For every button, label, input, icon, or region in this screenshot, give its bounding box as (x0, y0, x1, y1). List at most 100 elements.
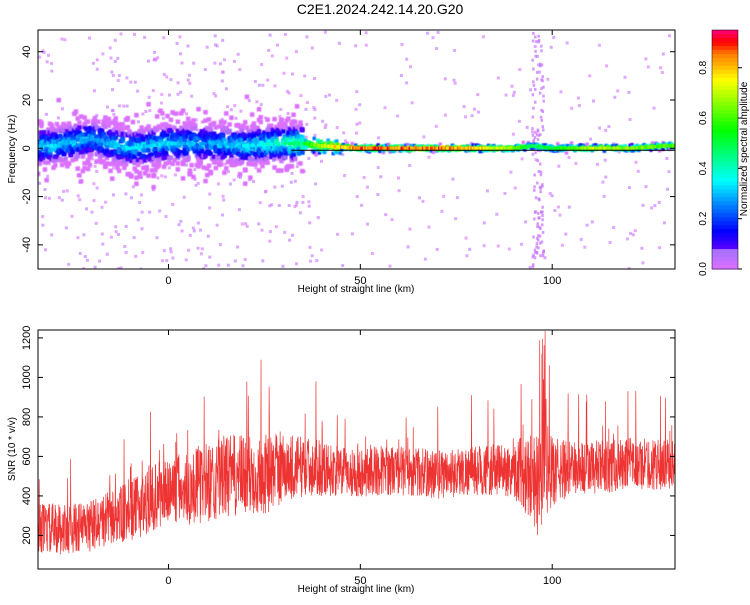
heatmap-cell (307, 156, 311, 160)
heatmap-cell (85, 157, 91, 163)
heatmap-cell (665, 157, 669, 160)
colorbar-swatch (712, 157, 738, 163)
heatmap-cell (296, 161, 300, 165)
heatmap-cell (569, 141, 574, 145)
heatmap-cell (90, 157, 94, 161)
heatmap-cell (265, 160, 270, 165)
heatmap-cell (532, 253, 535, 257)
heatmap-cell (282, 71, 286, 75)
heatmap-cell (47, 150, 53, 156)
heatmap-cell (75, 154, 80, 159)
heatmap-cell (137, 120, 140, 124)
heatmap-cell (161, 147, 167, 152)
heatmap-cell (612, 226, 616, 229)
heatmap-cell (245, 224, 249, 228)
heatmap-cell (659, 66, 663, 70)
heatmap-cell (419, 144, 424, 149)
heatmap-cell (78, 114, 84, 119)
heatmap-cell (110, 152, 115, 158)
heatmap-cell (193, 177, 197, 181)
heatmap-cell (92, 119, 98, 125)
heatmap-cell (192, 141, 196, 146)
heatmap-cell (110, 176, 115, 181)
heatmap-cell (208, 140, 213, 145)
heatmap-cell (114, 225, 118, 229)
heatmap-cell (260, 163, 265, 169)
heatmap-cell (543, 147, 548, 152)
colorbar-swatch (712, 85, 738, 91)
heatmap-cell (140, 227, 144, 231)
heatmap-cell (180, 229, 184, 233)
heatmap-cell (532, 106, 535, 110)
heatmap-cell (154, 114, 160, 119)
heatmap-cell (181, 141, 185, 146)
heatmap-cell (605, 64, 609, 68)
heatmap-cell (525, 125, 529, 129)
heatmap-cell (125, 125, 130, 130)
heatmap-cell (569, 144, 574, 149)
heatmap-cell (97, 155, 103, 160)
heatmap-cell (47, 196, 51, 200)
heatmap-cell (44, 177, 49, 183)
heatmap-cell (72, 128, 77, 133)
heatmap-cell (651, 141, 655, 145)
heatmap-cell (286, 116, 291, 121)
heatmap-cell (104, 161, 110, 166)
heatmap-cell (115, 157, 120, 162)
x-tick-label: 100 (543, 275, 561, 287)
heatmap-cell (132, 154, 137, 160)
heatmap-cell (542, 85, 545, 89)
heatmap-cell (540, 118, 543, 122)
heatmap-cell (190, 94, 194, 98)
heatmap-cell (199, 146, 205, 151)
heatmap-cell (221, 194, 225, 198)
heatmap-cell (175, 167, 181, 172)
heatmap-cell (73, 109, 79, 114)
heatmap-cell (539, 133, 542, 137)
heatmap-cell (288, 238, 292, 242)
heatmap-cell (276, 142, 281, 146)
heatmap-cell (154, 127, 160, 132)
heatmap-cell (283, 230, 287, 234)
heatmap-cell (73, 124, 79, 130)
heatmap-cell (273, 185, 277, 189)
heatmap-cell (156, 152, 162, 157)
heatmap-cell (186, 44, 190, 48)
heatmap-cell (116, 168, 122, 174)
heatmap-cell (256, 144, 262, 149)
heatmap-cell (79, 139, 83, 143)
heatmap-cell (82, 161, 87, 166)
heatmap-cell (480, 149, 484, 153)
heatmap-cell (167, 160, 172, 165)
heatmap-cell (533, 185, 536, 189)
heatmap-cell (70, 214, 74, 218)
heatmap-cell (134, 112, 139, 118)
heatmap-cell (88, 36, 91, 40)
heatmap-cell (196, 155, 201, 161)
heatmap-cell (60, 198, 64, 202)
heatmap-cell (44, 196, 48, 200)
heatmap-cell (531, 39, 535, 43)
heatmap-cell (217, 124, 222, 129)
heatmap-cell (468, 247, 472, 251)
heatmap-cell (133, 80, 137, 84)
colorbar-swatch (712, 69, 738, 75)
heatmap-cell (268, 33, 272, 37)
heatmap-cell (328, 93, 331, 97)
heatmap-cell (212, 92, 216, 95)
heatmap-cell (85, 258, 89, 262)
heatmap-cell (100, 232, 104, 236)
colorbar-swatch (712, 77, 738, 83)
heatmap-cell (295, 262, 298, 266)
heatmap-cell (161, 164, 167, 169)
heatmap-cell (169, 78, 173, 82)
heatmap-cell (111, 131, 117, 136)
heatmap-cell (161, 130, 167, 136)
heatmap-cell (262, 143, 266, 147)
heatmap-cell (114, 143, 118, 147)
heatmap-cell (299, 94, 303, 98)
heatmap-cell (345, 143, 349, 148)
heatmap-cell (116, 56, 120, 60)
heatmap-cell (135, 132, 141, 138)
heatmap-cell (72, 134, 77, 140)
